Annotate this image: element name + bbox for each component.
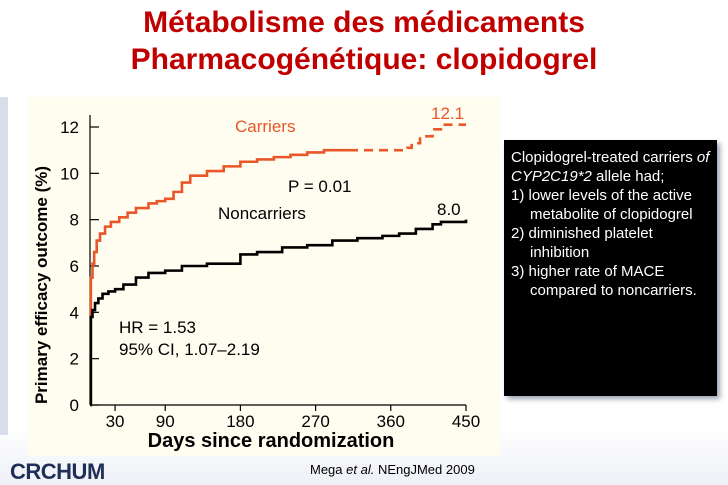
kaplan-meier-chart: 0 2 4 6 8 10 12 30 90 180 270 360 450 Primary effica…: [28, 97, 500, 456]
x-tick-label: 450: [452, 412, 480, 431]
citation-etal: et al.: [346, 462, 375, 477]
x-tick-label: 270: [301, 412, 329, 431]
x-tick-label: 30: [106, 412, 125, 431]
callout-item-1: 1) lower levels of the active metabolite…: [511, 187, 693, 223]
y-tick-label: 4: [70, 303, 79, 322]
x-tick-label: 180: [226, 412, 254, 431]
y-tick-label: 8: [70, 211, 79, 230]
citation: Mega et al. NEngJMed 2009: [310, 462, 475, 477]
y-tick-label: 12: [60, 118, 79, 137]
p-value-annotation: P = 0.01: [288, 177, 352, 196]
findings-callout: Clopidogrel-treated carriers of CYP2C19*…: [504, 140, 717, 396]
y-tick-label: 0: [70, 396, 79, 415]
left-decorative-bar: [0, 97, 8, 435]
callout-item-2: 2) diminished platelet inhibition: [511, 225, 653, 261]
x-tick-label: 360: [377, 412, 405, 431]
callout-item-3: 3) higher rate of MACE compared to nonca…: [511, 263, 697, 299]
ci-annotation: 95% CI, 1.07–2.19: [119, 340, 260, 359]
chart-svg: 0 2 4 6 8 10 12 30 90 180 270 360 450 Primary effica…: [32, 104, 480, 452]
carriers-legend-label: Carriers: [235, 117, 295, 136]
noncarriers-legend-label: Noncarriers: [218, 204, 306, 223]
citation-journal: NEngJMed 2009: [374, 462, 475, 477]
hr-annotation: HR = 1.53: [119, 318, 196, 337]
chart-axes: [89, 115, 466, 406]
citation-author: Mega: [310, 462, 343, 477]
y-axis-label: Primary efficacy outcome (%): [32, 166, 51, 404]
callout-intro-end: allele had;: [591, 168, 665, 185]
carriers-curve-dashed: [349, 123, 466, 152]
chart-ticks: 0 2 4 6 8 10 12 30 90 180 270 360 450: [60, 118, 480, 431]
x-tick-label: 90: [156, 412, 175, 431]
slide-title-line2: Pharmacogénétique: clopidogrel: [130, 43, 598, 76]
y-tick-label: 2: [70, 350, 79, 369]
callout-allele: of CYP2C19*2: [511, 149, 710, 185]
callout-intro: Clopidogrel-treated carriers of CYP2C19*…: [511, 148, 711, 186]
carriers-end-label: 12.1: [431, 104, 464, 123]
y-tick-label: 6: [70, 257, 79, 276]
noncarriers-end-label: 8.0: [437, 200, 461, 219]
y-tick-label: 10: [60, 164, 79, 183]
callout-intro-text: Clopidogrel-treated carriers: [511, 149, 697, 166]
slide-title-line1: Métabolisme des médicaments: [143, 6, 585, 39]
noncarriers-curve: [89, 219, 468, 407]
carriers-curve: [89, 148, 350, 407]
x-axis-label: Days since randomization: [148, 430, 395, 452]
crchum-logo: CRCHUM: [10, 459, 105, 484]
chart-series: [89, 123, 468, 407]
